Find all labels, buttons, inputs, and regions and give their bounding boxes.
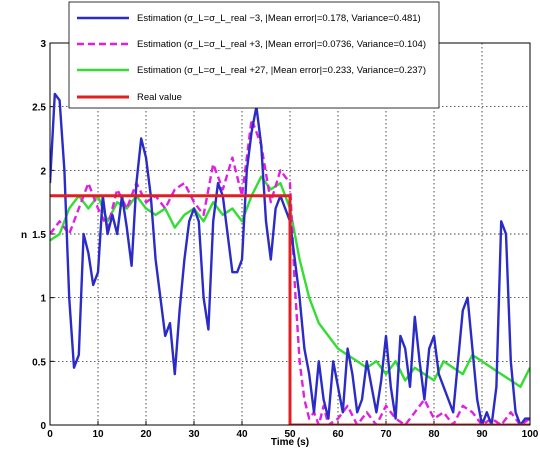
y-tick-label: 3 <box>40 39 46 50</box>
legend-label-1: Estimation (σ_L=σ_L_real −3, |Mean error… <box>137 13 421 24</box>
x-tick-label: 80 <box>428 429 440 440</box>
x-tick-label: 30 <box>188 429 200 440</box>
x-tick-label: 100 <box>522 429 539 440</box>
series-layer <box>50 92 530 425</box>
legend-label-2: Estimation (σ_L=σ_L_real +3, |Mean error… <box>137 39 426 50</box>
y-tick-labels: 0 0.5 1 1.5 2 2.5 3 <box>32 39 46 432</box>
y-tick-label: 0 <box>40 421 46 432</box>
x-tick-label: 40 <box>236 429 248 440</box>
x-tick-label: 90 <box>476 429 488 440</box>
legend-box <box>68 1 440 109</box>
y-tick-label: 0.5 <box>32 357 46 368</box>
x-tick-label: 20 <box>140 429 152 440</box>
x-tick-label: 0 <box>47 429 53 440</box>
x-tick-label: 50 <box>284 429 296 440</box>
x-tick-label: 70 <box>380 429 392 440</box>
y-tick-label: 2 <box>40 166 46 177</box>
y-tick-label: 2.5 <box>32 103 46 114</box>
x-tick-label: 60 <box>332 429 344 440</box>
legend-label-4: Real value <box>137 92 182 103</box>
series-line-4 <box>50 194 530 425</box>
x-tick-label: 10 <box>92 429 104 440</box>
y-axis-label: n <box>21 230 27 241</box>
y-tick-label: 1 <box>40 294 46 305</box>
legend: Estimation (σ_L=σ_L_real −3, |Mean error… <box>68 1 440 109</box>
legend-label-3: Estimation (σ_L=σ_L_real +27, |Mean erro… <box>137 65 426 76</box>
y-tick-label: 1.5 <box>32 230 46 241</box>
x-axis-label: Time (s) <box>271 437 309 448</box>
x-tick-labels: 0 10 20 30 40 50 60 70 80 90 100 <box>47 429 539 440</box>
